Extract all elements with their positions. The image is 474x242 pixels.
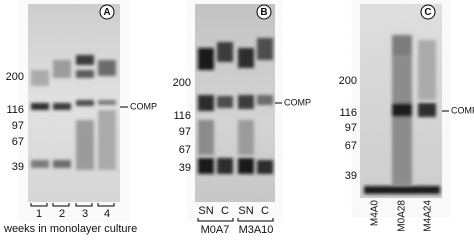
panel-label: A — [103, 7, 110, 18]
marker-label: 200 — [173, 77, 191, 89]
lane-label: M4A0 — [370, 200, 381, 227]
lane-label: M0A28 — [397, 200, 408, 232]
marker-label: 39 — [179, 162, 191, 174]
lane-label: C — [261, 205, 269, 217]
marker-label: 116 — [339, 107, 357, 119]
lane-label: SN — [198, 205, 213, 217]
marker-label: 97 — [12, 120, 24, 132]
marker-label: 116 — [173, 110, 191, 122]
marker-label: 97 — [345, 122, 357, 134]
gel-a — [28, 4, 120, 202]
marker-label: 39 — [12, 161, 24, 173]
marker-label: 97 — [179, 126, 191, 138]
lane-brackets — [30, 203, 115, 207]
marker-label: 200 — [339, 75, 357, 87]
band-label: COMP — [284, 97, 311, 107]
lane-label: SN — [238, 205, 253, 217]
marker-label: 67 — [345, 140, 357, 152]
marker-label: 116 — [6, 104, 24, 116]
marker-label: 67 — [12, 136, 24, 148]
panel-label: B — [260, 7, 267, 18]
panel-badge — [99, 4, 115, 20]
marker-label: 67 — [179, 144, 191, 156]
panel-badge — [420, 4, 436, 20]
panel-label: C — [424, 7, 431, 18]
gel-b — [195, 4, 275, 202]
lane-label: 2 — [59, 208, 65, 220]
lane-label: M4A24 — [423, 200, 434, 232]
band-label: COMP — [130, 101, 157, 111]
gel-c — [360, 4, 442, 198]
lane-label: C — [221, 205, 229, 217]
group-label: M0A7 — [201, 224, 230, 236]
lane-label: 3 — [82, 208, 88, 220]
band-label: COMP — [451, 105, 474, 115]
group-brackets — [197, 218, 274, 222]
marker-label: 39 — [345, 170, 357, 182]
lane-label: 4 — [104, 208, 110, 220]
caption: weeks in monolayer culture — [3, 223, 137, 235]
panel-badge — [256, 4, 272, 20]
group-label: M3A10 — [239, 224, 274, 236]
lane-label: 1 — [36, 208, 42, 220]
marker-label: 200 — [6, 71, 24, 83]
